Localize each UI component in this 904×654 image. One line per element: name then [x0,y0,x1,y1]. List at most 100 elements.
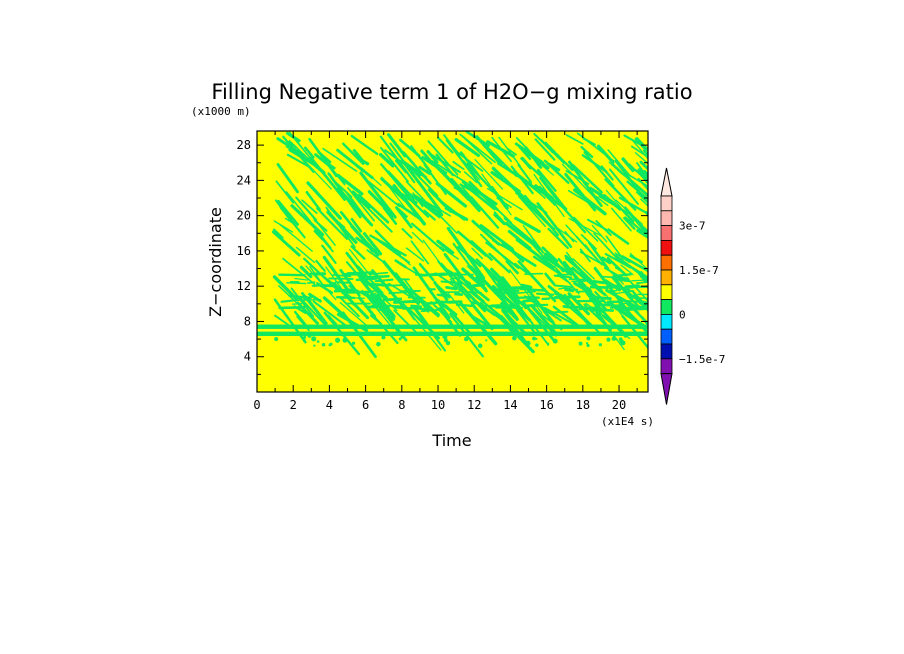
y-tick-label: 8 [244,314,251,328]
streak [305,216,332,250]
streak [435,211,458,234]
x-tick-label: 12 [467,398,481,412]
streak [581,154,608,173]
streak [412,170,439,197]
streak [611,291,626,295]
streak [609,168,639,205]
streak [278,306,306,310]
streak [410,304,423,309]
x-tick-label: 6 [362,398,369,412]
chart-title: Filling Negative term 1 of H2O−g mixing … [211,80,692,104]
streak [517,163,532,183]
streak [304,295,328,325]
streak [440,280,464,285]
streak [543,307,578,327]
streak [381,176,407,210]
streak [503,217,537,245]
streak [514,216,541,234]
streak [436,239,455,255]
streak [539,176,566,210]
streak [618,196,648,216]
streak [639,271,648,284]
streak [374,229,402,257]
streak [274,314,292,328]
horizontal-bands-layer [257,324,648,337]
streak [459,301,498,346]
streak [459,151,480,176]
streak [635,305,648,309]
streak [387,133,407,158]
streak [427,188,453,213]
streak [621,157,635,173]
streak [356,164,369,176]
streak [293,299,321,302]
colorbar-tick-label: 3e-7 [679,220,706,233]
streak [586,344,590,348]
streak [620,255,648,273]
streak [639,160,648,171]
streak [378,152,395,168]
streak [466,265,485,284]
streak [306,181,342,220]
streak [513,296,531,300]
streak [522,298,537,303]
streak [580,234,597,250]
streak [300,156,332,190]
streak [328,277,354,280]
streak [636,228,648,239]
streak [347,187,375,222]
streak [507,229,532,250]
streak [423,209,436,221]
streak [312,216,336,246]
streak [459,133,496,163]
x-tick-label: 2 [290,398,297,412]
streak [532,255,565,277]
colorbar-segment [660,225,673,241]
streak [520,283,532,289]
streak [299,296,329,329]
streak [455,303,474,308]
streak [618,337,623,342]
streak [285,146,303,157]
streak [631,145,648,158]
streak [598,195,630,215]
streak [368,271,389,276]
streak [354,195,393,233]
streak [351,341,356,345]
streak [557,257,571,273]
colorbar-segment [660,195,673,212]
streak [334,218,346,229]
y-tick-label: 24 [237,173,251,187]
streak [589,285,609,290]
streak [312,300,347,327]
streak [623,171,648,188]
streak [514,142,545,165]
streak [294,277,309,281]
streak [636,280,648,285]
streak [600,165,614,181]
streak [623,206,648,237]
colorbar-segment [660,328,673,345]
streak [526,303,549,307]
streak [585,342,589,345]
streak [516,309,537,335]
streak [380,146,409,183]
streak [369,234,407,257]
streak [461,186,479,207]
streak [411,231,424,244]
y-unit-label: (x1000 m) [191,105,251,118]
streak [315,259,326,272]
streak [544,272,556,286]
streak [474,158,504,190]
streak [477,343,483,349]
streak [605,288,637,308]
streak [470,240,493,261]
streak [452,161,465,171]
streak [518,195,546,228]
streak [367,180,401,208]
streak [533,132,566,165]
streak [299,265,313,279]
y-tick-label: 12 [237,279,251,293]
streak [405,180,436,212]
